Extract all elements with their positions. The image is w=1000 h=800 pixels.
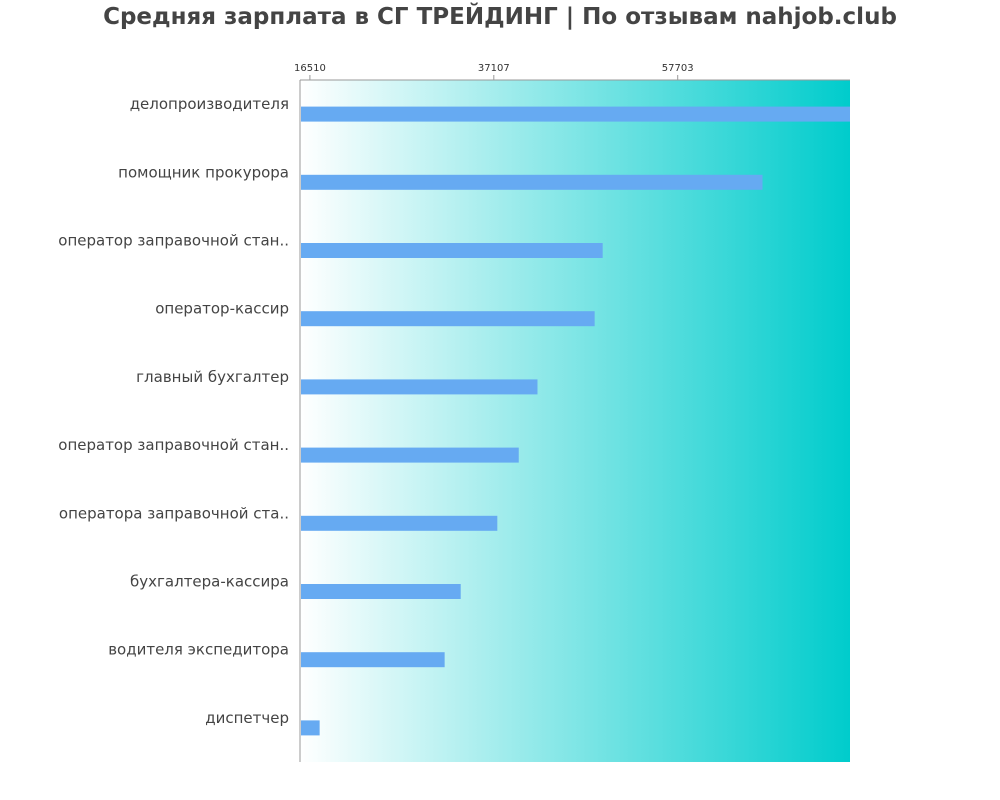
category-label: водителя экспедитора	[108, 641, 289, 659]
category-label: диспетчер	[205, 709, 289, 727]
category-label: оператор заправочной стан..	[58, 232, 289, 250]
category-label: главный бухгалтер	[136, 368, 289, 386]
bar	[301, 652, 445, 668]
bar	[301, 106, 850, 122]
category-label: оператора заправочной ста..	[59, 504, 289, 522]
bar	[301, 243, 603, 258]
bar	[301, 379, 538, 395]
chart-title: Средняя зарплата в СГ ТРЕЙДИНГ | По отзы…	[103, 4, 897, 30]
bar	[301, 584, 461, 599]
category-label: оператор-кассир	[155, 300, 289, 318]
x-tick-label: 37107	[478, 63, 510, 74]
x-ticks: 16510 37107 57703	[294, 63, 694, 80]
category-labels: делопроизводителя помощник прокурора опера…	[58, 95, 289, 727]
category-label: помощник прокурора	[118, 163, 289, 181]
bar	[301, 720, 320, 736]
x-tick-label: 16510	[294, 63, 326, 74]
category-label: бухгалтера-кассира	[130, 573, 289, 591]
category-label: оператор заправочной стан..	[58, 436, 289, 454]
bar	[301, 174, 763, 190]
plot-background	[300, 80, 850, 762]
x-tick-label: 57703	[662, 63, 694, 74]
bars	[301, 106, 850, 736]
category-label: делопроизводителя	[130, 95, 289, 113]
bar	[301, 311, 595, 327]
bar	[301, 515, 498, 531]
bar	[301, 447, 519, 463]
